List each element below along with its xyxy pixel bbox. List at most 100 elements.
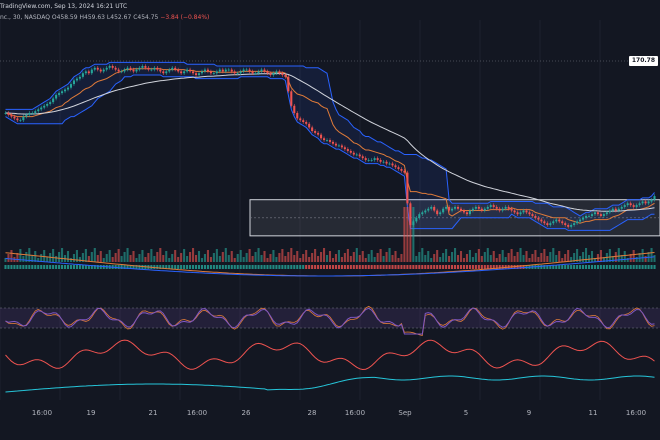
histogram-bar [209, 265, 212, 269]
histogram-bar [7, 265, 10, 269]
volume-bar [129, 255, 132, 262]
volume-bar [358, 255, 361, 262]
band-upper-line [5, 61, 655, 217]
volume-bar [492, 251, 495, 262]
candle-body [159, 69, 162, 72]
volume-bar [346, 249, 349, 262]
volume-bar [510, 249, 513, 262]
candle-body [13, 116, 16, 119]
ohlc-change: −3.84 (−0.84%) [160, 14, 210, 21]
candle-body [192, 71, 195, 74]
candle-body [549, 223, 552, 225]
volume-bar [364, 258, 367, 262]
candle-body [281, 73, 284, 76]
candle-body [102, 69, 105, 72]
candle-body [194, 73, 198, 76]
candle-body [451, 208, 454, 211]
candle-body [87, 71, 90, 74]
candle-body [370, 159, 373, 161]
candle-body [126, 67, 129, 70]
header: TradingView.com, Sep 13, 2024 16:21 UTC [0, 0, 127, 12]
candle-body [337, 145, 340, 147]
histogram-bar [183, 265, 186, 269]
volume-bar [135, 258, 138, 262]
candle-body [78, 76, 81, 79]
volume-bar [278, 253, 281, 262]
candle-body [28, 112, 31, 115]
histogram-bar [394, 265, 397, 269]
candle-body [570, 225, 573, 227]
histogram-bar [19, 265, 22, 269]
candle-body [620, 206, 623, 209]
histogram-bar [516, 265, 519, 269]
volume-bar [582, 252, 585, 262]
volume-bar [320, 252, 323, 262]
volume-bar [436, 250, 439, 262]
histogram-bar [22, 265, 25, 269]
moving-average-line [5, 73, 655, 212]
histogram-bar [373, 265, 376, 269]
volume-bar [474, 253, 477, 262]
volume-bar [55, 256, 58, 262]
candle-body [459, 208, 463, 211]
candle-body [582, 217, 585, 220]
histogram-bar [177, 265, 180, 269]
volume-bar [442, 253, 445, 262]
volume-bar [513, 256, 516, 262]
volume-bar [22, 256, 25, 262]
candle-body [593, 212, 597, 215]
candle-body [623, 205, 626, 207]
candle-body [653, 196, 656, 200]
histogram-bar [635, 265, 638, 269]
candle-body [590, 214, 594, 216]
histogram-bar [75, 265, 78, 269]
candle-body [186, 69, 189, 72]
candle-body [278, 71, 281, 74]
candle-body [334, 143, 337, 146]
histogram-bar [334, 265, 337, 269]
volume-bar [373, 257, 376, 262]
candle-body [46, 103, 49, 106]
histogram-bar [293, 265, 296, 269]
histogram-bar [445, 265, 448, 269]
candle-body [427, 208, 430, 211]
candle-body [31, 112, 34, 114]
rsi-band [0, 308, 660, 328]
histogram-bar [281, 265, 284, 269]
candle-body [174, 67, 177, 70]
histogram-bar [340, 265, 343, 269]
histogram-bar [558, 265, 561, 269]
histogram-bar [361, 265, 364, 269]
histogram-bar [584, 265, 588, 269]
histogram-bar [197, 265, 201, 269]
volume-bar [451, 252, 454, 262]
volume-bar [644, 256, 647, 262]
candle-body [522, 210, 525, 213]
volume-bar [186, 256, 189, 262]
volume-bar [87, 256, 90, 262]
histogram-bar [218, 265, 221, 269]
candle-body [564, 223, 567, 225]
x-tick-label: 19 [86, 409, 96, 417]
histogram-bar [58, 265, 61, 269]
volume-bar [593, 258, 597, 262]
histogram-bar [153, 265, 156, 269]
histogram-bar [546, 265, 549, 269]
volume-bar [385, 252, 388, 262]
volume-bar [165, 251, 168, 262]
candle-body [608, 210, 611, 213]
candle-body [72, 80, 76, 85]
x-tick-label: 21 [148, 409, 158, 417]
candle-body [358, 154, 361, 157]
candle-body [168, 69, 171, 72]
volume-bar [290, 248, 293, 262]
volume-bar [284, 256, 287, 262]
volume-bar [263, 251, 266, 262]
band-fill [5, 62, 655, 231]
histogram-bar [120, 265, 123, 269]
candle-body [55, 94, 58, 99]
volume-bar [236, 254, 239, 262]
volume-bar [400, 254, 403, 262]
volume-bar [331, 258, 335, 262]
